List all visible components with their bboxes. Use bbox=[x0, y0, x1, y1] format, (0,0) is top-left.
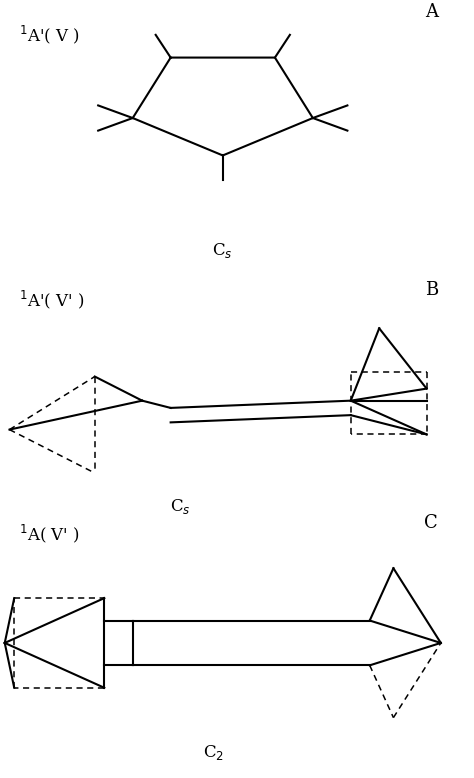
Text: $^1$A( V' ): $^1$A( V' ) bbox=[19, 522, 80, 545]
Text: C$_s$: C$_s$ bbox=[212, 241, 233, 260]
Text: $^1$A'( V' ): $^1$A'( V' ) bbox=[19, 288, 84, 310]
Text: B: B bbox=[425, 281, 438, 299]
Text: C$_s$: C$_s$ bbox=[170, 497, 191, 517]
Text: C$_2$: C$_2$ bbox=[203, 743, 224, 762]
Text: A: A bbox=[425, 2, 438, 20]
Text: $^1$A'( V ): $^1$A'( V ) bbox=[19, 23, 80, 46]
Text: C: C bbox=[424, 514, 438, 532]
